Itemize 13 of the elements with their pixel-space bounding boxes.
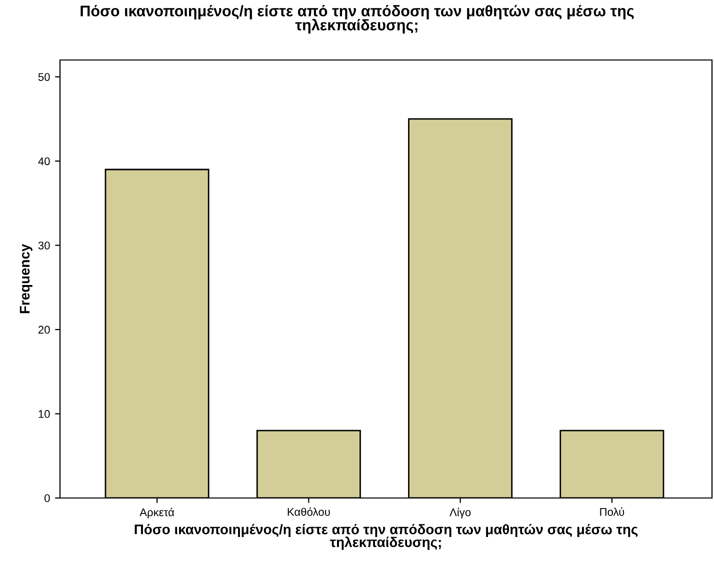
y-tick-label: 30 [38, 242, 50, 250]
y-tick-label: 20 [38, 326, 50, 334]
y-tick-label: 40 [38, 157, 50, 166]
x-tick-label: Αρκετά [140, 508, 174, 518]
x-tick-label: Καθόλου [288, 507, 330, 516]
x-tick-label: Πολύ [600, 507, 624, 516]
x-axis-title: Πόσο ικανοποιημένος/η είστε από την απόδοση των μαθητών σας μέσω της τηλεκπαίδευσης; [134, 524, 638, 550]
x-tick-label: Λίγο [450, 508, 471, 518]
y-tick-label: 50 [38, 73, 50, 81]
y-axis-title: Frequency [20, 244, 32, 314]
chart-title: Πόσο ικανοποιημένος/η είστε από την απόδοση των μαθητών σας μέσω της τηλεκπαίδευσης; [80, 4, 634, 34]
y-tick-label: 0 [44, 494, 50, 502]
y-tick-label: 10 [38, 410, 50, 418]
